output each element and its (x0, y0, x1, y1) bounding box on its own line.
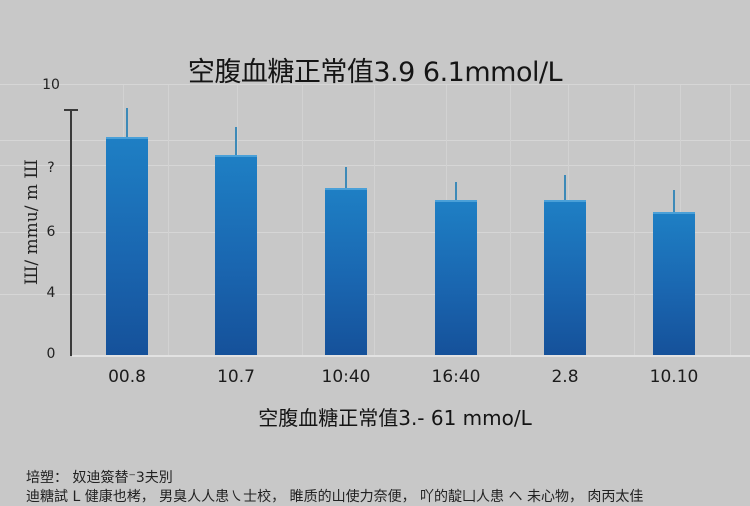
gridline (302, 85, 303, 355)
x-tick-label: 00.8 (108, 367, 146, 387)
error-bar (455, 181, 457, 200)
y-tick-label: 6 (46, 224, 56, 240)
bar (653, 212, 695, 355)
gridline (730, 85, 731, 355)
x-axis (72, 355, 750, 357)
bar (106, 136, 148, 355)
y-axis (70, 110, 72, 356)
gridline (0, 84, 750, 85)
footnote-line-1: 培塑： 奴迪簽替⁻3夫別 (26, 470, 173, 486)
gridline (168, 85, 169, 355)
bar (435, 199, 477, 355)
bar (215, 155, 257, 355)
x-tick-label: 10:40 (321, 367, 371, 387)
gridline (0, 140, 750, 141)
y-tick-label: 10 (42, 77, 60, 93)
error-bar (126, 108, 128, 137)
x-tick-label: 2.8 (551, 367, 579, 387)
error-bar (345, 167, 347, 188)
gridline (0, 294, 750, 295)
y-axis-cap (64, 109, 78, 111)
x-tick-label: 10.7 (217, 367, 255, 387)
chart-subtitle: 空腹血糖正常值3.- 61 mmo/L (258, 406, 532, 430)
y-tick-label: 4 (46, 285, 56, 301)
gridline (374, 85, 375, 355)
gridline (0, 232, 750, 233)
x-tick-label: 16:40 (431, 367, 481, 387)
error-bar (235, 126, 237, 156)
x-tick-label: 10.10 (649, 367, 699, 387)
error-bar (564, 175, 566, 200)
bar (325, 187, 367, 355)
footnote-line-2: 迪糖試 L 健康也栲， 男臭人人患㇏士校， 睢质的山使力奈便， 吖的靛凵人患 ヘ… (26, 489, 644, 505)
gridline (0, 165, 750, 166)
y-axis-label: Ш/ mmu/ m Ш (22, 159, 42, 285)
y-tick-label: 0 (46, 346, 56, 362)
error-bar (673, 189, 675, 213)
chart-title: 空腹血糖正常值3.9 6.1mmol/L (187, 57, 563, 88)
y-tick-label: ? (47, 160, 55, 176)
gridline (634, 85, 635, 355)
bar (544, 199, 586, 355)
gridline (510, 85, 511, 355)
